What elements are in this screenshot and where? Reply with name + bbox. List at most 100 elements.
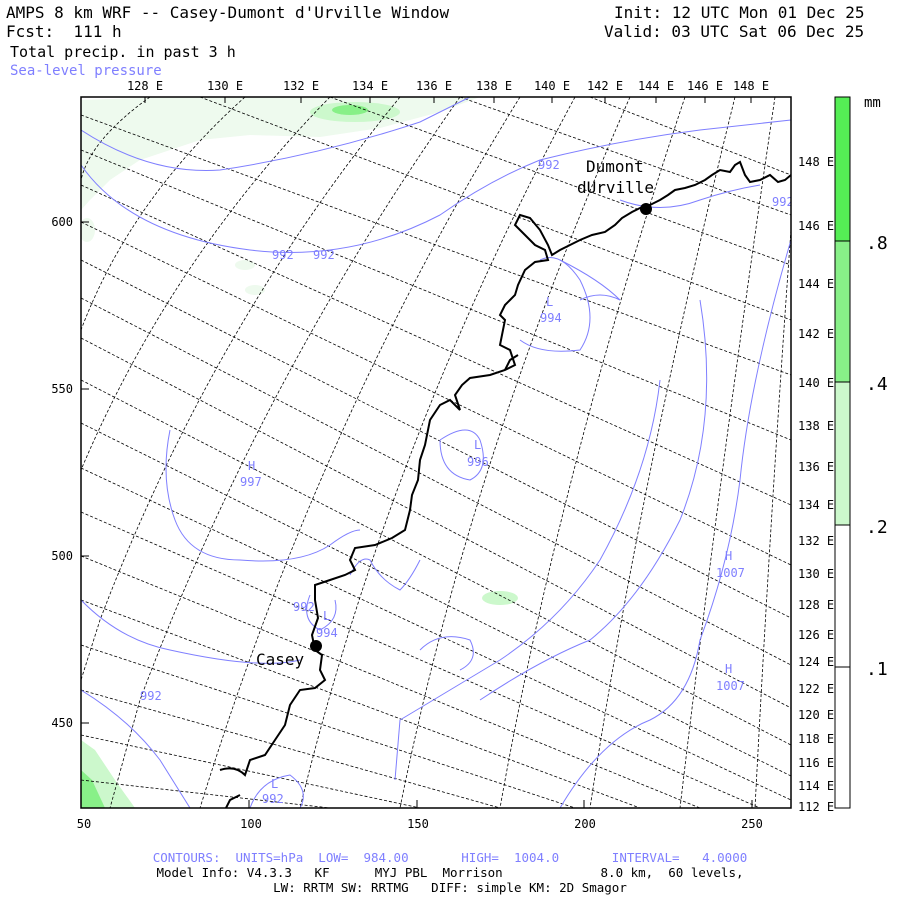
- pressure-center-kind: L: [271, 777, 278, 791]
- x-tick-label: 100: [240, 817, 262, 831]
- lon-label-right: 142 E: [798, 327, 834, 341]
- contour-label: 992: [313, 248, 335, 262]
- station-name-casey: Casey: [256, 650, 305, 669]
- contour-label: 992: [272, 248, 294, 262]
- lon-label-right: 138 E: [798, 419, 834, 433]
- x-tick-labels: 50 100 150 200 250: [77, 817, 763, 831]
- top-lon-labels: 128 E 130 E 132 E 134 E 136 E 138 E 140 …: [127, 79, 769, 93]
- x-ticks: [80, 800, 753, 808]
- colorbar-label: .2: [866, 517, 888, 538]
- lon-label-right: 114 E: [798, 779, 834, 793]
- pressure-center-value: 994: [540, 311, 562, 325]
- y-tick-label: 600: [51, 215, 73, 229]
- pressure-center-value: 1007: [716, 679, 745, 693]
- colorbar-segment-01: [835, 525, 850, 667]
- x-tick-label: 150: [407, 817, 429, 831]
- contour-label: 992: [772, 195, 794, 209]
- colorbar-frame: [834, 96, 851, 809]
- physics-info: LW: RRTM SW: RRTMG DIFF: simple KM: 2D S…: [273, 880, 627, 895]
- y-tick-label: 550: [51, 382, 73, 396]
- map-panel: Dumont dUrville Casey 992 992 992 992 L …: [81, 97, 794, 808]
- station-name-durville: dUrville: [577, 178, 654, 197]
- lon-label-right: 146 E: [798, 219, 834, 233]
- lon-label-right: 120 E: [798, 708, 834, 722]
- lon-label-top: 128 E: [127, 79, 163, 93]
- lon-label-top: 130 E: [207, 79, 243, 93]
- colorbar-label: .4: [866, 374, 888, 395]
- lon-label-right: 116 E: [798, 756, 834, 770]
- lon-label-top: 142 E: [587, 79, 623, 93]
- lon-label-right: 130 E: [798, 567, 834, 581]
- valid-time: Valid: 03 UTC Sat 06 Dec 25: [604, 22, 865, 41]
- field-precip-label: Total precip. in past 3 h: [10, 43, 236, 61]
- lon-label-right: 128 E: [798, 598, 834, 612]
- lon-label-right: 124 E: [798, 655, 834, 669]
- graticule: [81, 97, 791, 808]
- colorbar-segment-02: [835, 382, 850, 525]
- lon-label-right: 140 E: [798, 376, 834, 390]
- pressure-center-value: 992: [262, 792, 284, 806]
- x-tick-label: 200: [574, 817, 596, 831]
- y-ticks: [81, 221, 89, 724]
- pressure-center-kind: L: [323, 609, 330, 623]
- lon-label-top: 144 E: [638, 79, 674, 93]
- pressure-center-kind: H: [248, 459, 255, 473]
- lon-label-right: 144 E: [798, 277, 834, 291]
- pressure-center-value: 994: [316, 626, 338, 640]
- y-tick-label: 450: [51, 716, 73, 730]
- pressure-center-value: 1007: [716, 566, 745, 580]
- colorbar-label: .8: [866, 233, 888, 254]
- lon-label-right: 132 E: [798, 534, 834, 548]
- colorbar: mm .8 .4 .2 .1: [834, 95, 888, 809]
- contour-labels: 992 992 992 992 L 994 H 997 L 996 H 1007…: [140, 158, 794, 806]
- map-title: AMPS 8 km WRF -- Casey-Dumont d'Urville …: [6, 3, 450, 22]
- pressure-center-value: 996: [467, 455, 489, 469]
- precip-shading: [81, 97, 518, 808]
- pressure-center-kind: L: [474, 438, 481, 452]
- lon-label-right: 118 E: [798, 732, 834, 746]
- pressure-center-kind: H: [725, 549, 732, 563]
- lon-label-right: 112 E: [798, 800, 834, 814]
- station-marker-dumont: [640, 203, 652, 215]
- x-tick-label: 50: [77, 817, 91, 831]
- contour-label: 992: [538, 158, 560, 172]
- contour-label: 992: [293, 600, 315, 614]
- coastline: [219, 160, 791, 777]
- lon-label-top: 134 E: [352, 79, 388, 93]
- map-frame: [80, 96, 792, 809]
- lon-label-top: 140 E: [534, 79, 570, 93]
- colorbar-segment-04: [835, 241, 850, 382]
- lon-label-top: 138 E: [476, 79, 512, 93]
- lon-label-right: 136 E: [798, 460, 834, 474]
- station-marker-casey: [310, 640, 322, 652]
- contour-label: 992: [140, 689, 162, 703]
- lon-label-top: 132 E: [283, 79, 319, 93]
- slp-contours: [81, 97, 791, 808]
- colorbar-segment-08: [835, 97, 850, 241]
- field-slp-label: Sea-level pressure: [10, 63, 162, 79]
- lon-label-right: 148 E: [798, 155, 834, 169]
- lon-label-top: 146 E: [687, 79, 723, 93]
- right-lon-labels: 148 E 146 E 144 E 142 E 140 E 138 E 136 …: [798, 155, 834, 814]
- contour-info: CONTOURS: UNITS=hPa LOW= 984.00 HIGH= 10…: [152, 850, 748, 865]
- colorbar-label: .1: [866, 659, 888, 680]
- x-tick-label: 250: [741, 817, 763, 831]
- colorbar-unit: mm: [864, 95, 881, 111]
- top-ticks: [144, 97, 752, 103]
- lon-label-top: 136 E: [416, 79, 452, 93]
- colorbar-segment-00: [835, 667, 850, 808]
- y-tick-labels: 600 550 500 450: [51, 215, 73, 730]
- pressure-center-kind: H: [725, 662, 732, 676]
- station-name-dumont: Dumont: [586, 157, 644, 176]
- forecast-hour: Fcst: 111 h: [6, 22, 122, 41]
- pressure-center-value: 997: [240, 475, 262, 489]
- lon-label-right: 122 E: [798, 682, 834, 696]
- pressure-center-kind: L: [546, 295, 553, 309]
- y-tick-label: 500: [51, 549, 73, 563]
- lon-label-right: 134 E: [798, 498, 834, 512]
- model-info: Model Info: V4.3.3 KF MYJ PBL Morrison 8…: [156, 865, 744, 880]
- lon-label-top: 148 E: [733, 79, 769, 93]
- init-time: Init: 12 UTC Mon 01 Dec 25: [614, 3, 865, 22]
- lon-label-right: 126 E: [798, 628, 834, 642]
